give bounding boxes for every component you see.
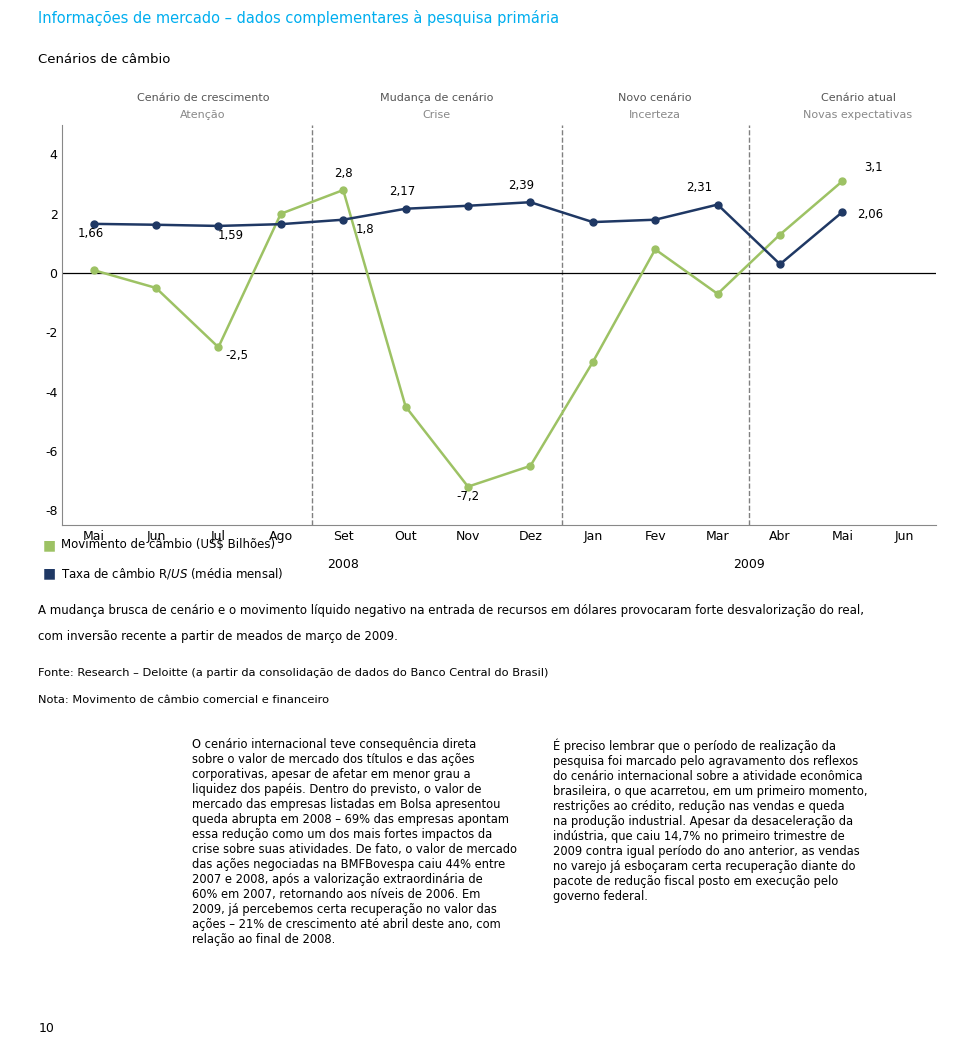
Text: Taxa de câmbio R$/US$ (média mensal): Taxa de câmbio R$/US$ (média mensal) bbox=[61, 566, 283, 581]
Text: A mudança brusca de cenário e o movimento líquido negativo na entrada de recurso: A mudança brusca de cenário e o moviment… bbox=[38, 603, 864, 617]
Text: Cenários de câmbio: Cenários de câmbio bbox=[38, 53, 171, 67]
Text: Incerteza: Incerteza bbox=[629, 110, 682, 121]
Text: 10: 10 bbox=[38, 1022, 55, 1035]
Text: 2,17: 2,17 bbox=[390, 185, 416, 199]
Text: 1,8: 1,8 bbox=[356, 223, 374, 236]
Text: com inversão recente a partir de meados de março de 2009.: com inversão recente a partir de meados … bbox=[38, 630, 398, 643]
Text: Cenário de crescimento: Cenário de crescimento bbox=[136, 93, 269, 103]
Text: 1,66: 1,66 bbox=[78, 227, 104, 240]
Text: Mudança de cenário: Mudança de cenário bbox=[380, 93, 493, 103]
Text: ■: ■ bbox=[43, 566, 56, 580]
Text: ■: ■ bbox=[43, 538, 56, 552]
Text: 2009: 2009 bbox=[732, 557, 765, 571]
Text: O cenário internacional teve consequência direta
sobre o valor de mercado dos tí: O cenário internacional teve consequênci… bbox=[192, 738, 516, 946]
Text: Movimento de câmbio (US$ Bilhões): Movimento de câmbio (US$ Bilhões) bbox=[61, 538, 276, 551]
Text: 2,06: 2,06 bbox=[857, 208, 883, 220]
Text: É preciso lembrar que o período de realização da
pesquisa foi marcado pelo agrav: É preciso lembrar que o período de reali… bbox=[553, 738, 867, 903]
Text: 2,39: 2,39 bbox=[508, 179, 534, 191]
Text: Fonte: Research – Deloitte (a partir da consolidação de dados do Banco Central d: Fonte: Research – Deloitte (a partir da … bbox=[38, 668, 549, 678]
Text: Crise: Crise bbox=[422, 110, 451, 121]
Text: Cenário atual: Cenário atual bbox=[821, 93, 896, 103]
Text: -7,2: -7,2 bbox=[456, 490, 480, 503]
Text: -2,5: -2,5 bbox=[226, 349, 249, 362]
Text: Atenção: Atenção bbox=[180, 110, 226, 121]
Text: 2008: 2008 bbox=[327, 557, 359, 571]
Text: Novas expectativas: Novas expectativas bbox=[804, 110, 913, 121]
Text: Nota: Movimento de câmbio comercial e financeiro: Nota: Movimento de câmbio comercial e fi… bbox=[38, 696, 329, 705]
Text: 2,8: 2,8 bbox=[334, 166, 352, 180]
Text: 1,59: 1,59 bbox=[218, 229, 244, 242]
Text: 3,1: 3,1 bbox=[864, 161, 883, 174]
Text: 2,31: 2,31 bbox=[685, 181, 712, 194]
Text: Informações de mercado – dados complementares à pesquisa primária: Informações de mercado – dados complemen… bbox=[38, 10, 560, 26]
Text: Novo cenário: Novo cenário bbox=[618, 93, 692, 103]
